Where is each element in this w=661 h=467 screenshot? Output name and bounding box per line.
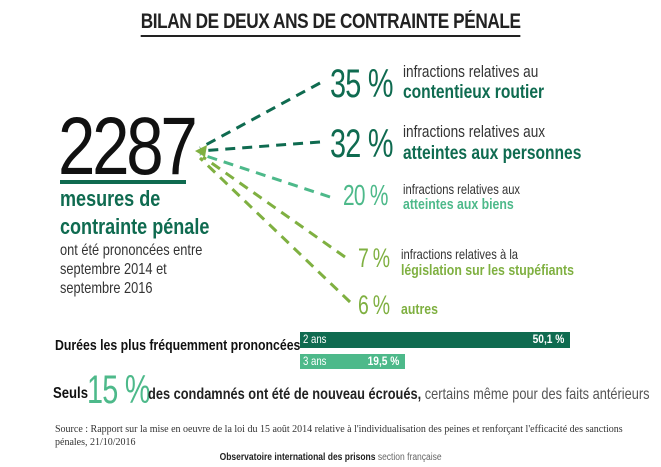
arrow-6 — [198, 156, 352, 304]
label-7-line1: infractions relatives à la — [401, 246, 519, 262]
label-32-line2: atteintes aux personnes — [403, 143, 582, 164]
footer-org: Observatoire international des prisons — [219, 452, 376, 463]
label-32-line1: infractions relatives aux — [403, 122, 546, 141]
footer-section: section française — [375, 452, 442, 463]
recidive-pct: 15 % — [87, 368, 150, 412]
bar-2-ans: 2 ans 50,1 % — [300, 332, 570, 348]
arrow-7 — [202, 155, 346, 259]
label-7-line2: législation sur les stupéfiants — [401, 262, 574, 279]
pct-35: 35 % — [330, 62, 393, 106]
recidive-prefix: Seuls — [53, 385, 89, 402]
arrowhead-icon — [195, 145, 207, 157]
bar-3-ans: 3 ans 19,5 % — [300, 354, 406, 369]
total-count: 2287 — [58, 101, 198, 192]
label-20-line2: atteintes aux biens — [403, 196, 514, 213]
total-label-2: contrainte pénale — [60, 214, 210, 239]
page-title: BILAN DE DEUX ANS DE CONTRAINTE PÉNALE — [0, 10, 661, 37]
label-20-line1: infractions relatives aux — [403, 181, 521, 197]
arrow-20 — [199, 152, 331, 199]
footer: Observatoire international des prisons s… — [0, 452, 661, 463]
pct-32: 32 % — [330, 122, 393, 166]
total-underline — [60, 180, 186, 184]
total-desc-2: septembre 2014 et — [60, 261, 167, 278]
bar-2-ans-name: 2 ans — [303, 332, 327, 346]
bar-2-ans-value: 50,1 % — [532, 332, 564, 346]
source-line-1: Source : Rapport sur la mise en oeuvre d… — [55, 424, 623, 435]
arrow-32 — [199, 140, 321, 153]
total-desc-1: ont été prononcées entre — [60, 242, 203, 259]
recidive-rest: certains même pour des faits antérieurs — [421, 386, 650, 403]
pct-6: 6 % — [358, 290, 390, 320]
title-text: BILAN DE DEUX ANS DE CONTRAINTE PÉNALE — [140, 10, 521, 37]
bar-3-ans-value: 19,5 % — [367, 354, 400, 368]
total-desc-3: septembre 2016 — [60, 280, 153, 297]
pct-7: 7 % — [358, 243, 390, 273]
source-line-2: pénales, 21/10/2016 — [55, 437, 136, 448]
label-35-line1: infractions relatives au — [403, 62, 539, 81]
arrow-35 — [199, 81, 321, 150]
durations-label: Durées les plus fréquemment prononcées — [55, 337, 301, 354]
recidive-bold: des condamnés ont été de nouveau écroués… — [148, 386, 422, 403]
pct-20: 20 % — [343, 180, 388, 212]
bar-3-ans-name: 3 ans — [303, 354, 327, 368]
label-35-line2: contentieux routier — [403, 82, 545, 103]
recidive-text: des condamnés ont été de nouveau écroués… — [148, 386, 650, 404]
total-label-1: mesures de — [60, 186, 161, 211]
label-6: autres — [401, 301, 438, 318]
